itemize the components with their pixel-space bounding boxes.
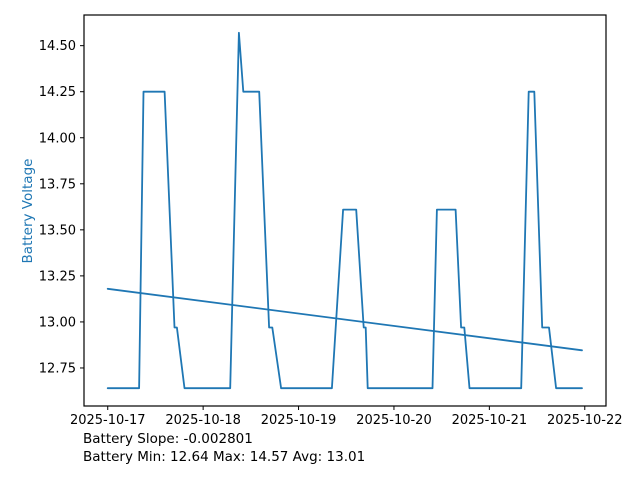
x-tick-label: 2025-10-18 [165, 413, 241, 428]
x-tick-label: 2025-10-22 [547, 413, 623, 428]
y-axis-label: Battery Voltage [20, 158, 36, 264]
stats-annotation: Battery Min: 12.64 Max: 14.57 Avg: 13.01 [83, 449, 366, 465]
series-trend-line [106, 287, 583, 352]
y-tick-label: 12.75 [39, 361, 76, 376]
axes-frame [83, 14, 607, 407]
series-battery-voltage [106, 31, 583, 390]
x-tick-label: 2025-10-17 [70, 413, 146, 428]
y-tick-label: 13.25 [39, 269, 76, 284]
x-tick-label: 2025-10-21 [452, 413, 528, 428]
y-tick-label: 13.75 [39, 177, 76, 192]
y-tick-label: 14.25 [39, 85, 76, 100]
y-tick-label: 13.50 [39, 223, 76, 238]
y-tick-label: 13.00 [39, 315, 76, 330]
x-tick-label: 2025-10-19 [261, 413, 337, 428]
x-tick-label: 2025-10-20 [356, 413, 432, 428]
y-tick-label: 14.50 [39, 39, 76, 54]
y-tick-label: 14.00 [39, 131, 76, 146]
slope-annotation: Battery Slope: -0.002801 [83, 431, 253, 447]
